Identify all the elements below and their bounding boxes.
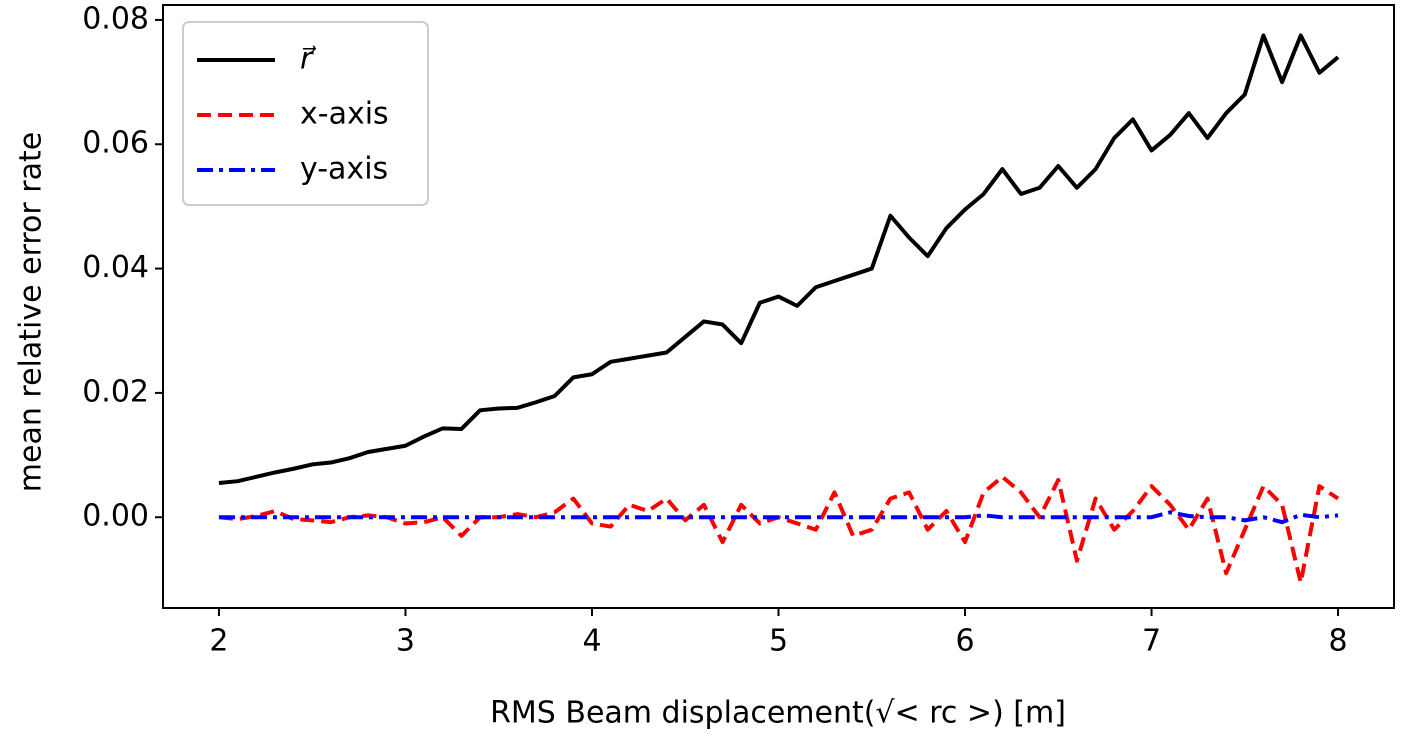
y-tick-label: 0.00 (82, 499, 149, 534)
series-line (218, 33, 1340, 486)
x-tick-label: 2 (209, 624, 228, 659)
x-tick-label: 3 (396, 624, 415, 659)
legend-label: x-axis (300, 97, 389, 132)
y-axis-label: mean relative error rate (14, 132, 49, 492)
y-tick-label: 0.08 (82, 1, 149, 36)
x-tick-label: 8 (1328, 624, 1347, 659)
legend-box (182, 21, 429, 206)
x-tick-label: 7 (1142, 624, 1161, 659)
x-tick-label: 6 (955, 624, 974, 659)
x-tick-label: 5 (769, 624, 788, 659)
plot-frame (162, 4, 1395, 609)
y-tick-label: 0.04 (82, 250, 149, 285)
x-tick-label: 4 (582, 624, 601, 659)
series-line (218, 510, 1339, 525)
y-tick-label: 0.02 (82, 374, 149, 409)
y-tick-label: 0.06 (82, 126, 149, 161)
x-axis-label: RMS Beam displacement(√< rc >) [m] (490, 696, 1066, 731)
series-line (218, 474, 1340, 585)
legend-label: y-axis (300, 152, 388, 187)
